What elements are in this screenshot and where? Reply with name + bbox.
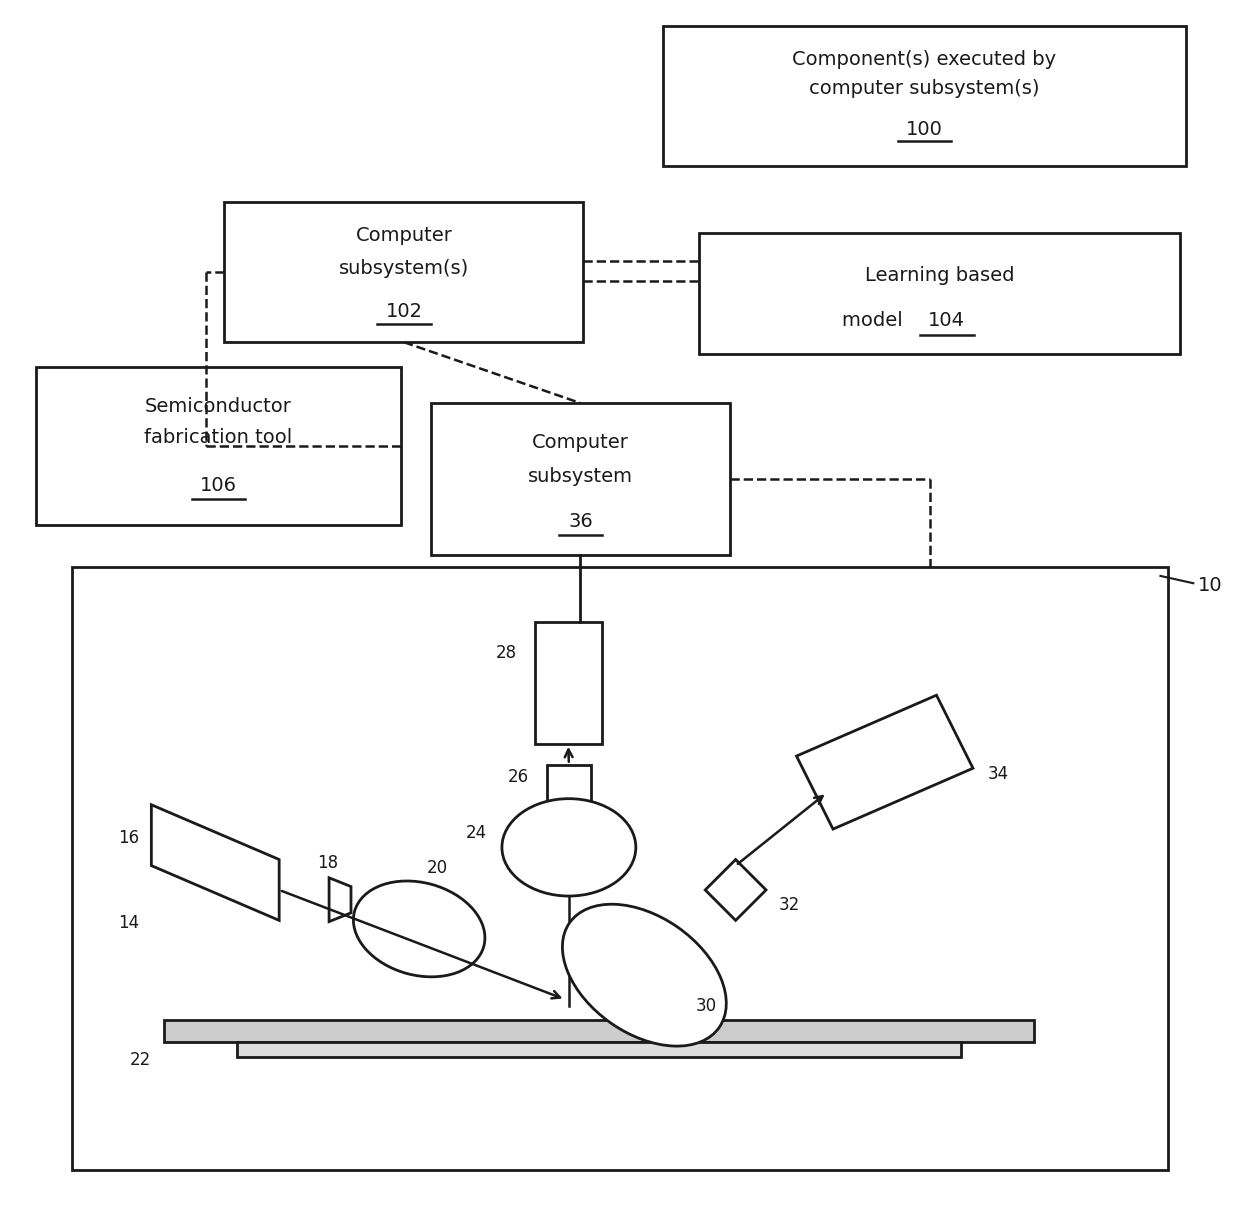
Text: 100: 100 [906, 120, 942, 139]
Polygon shape [151, 805, 279, 920]
Text: 32: 32 [779, 897, 800, 914]
Ellipse shape [353, 881, 485, 977]
Bar [237, 1042, 961, 1057]
Bar [224, 203, 584, 343]
Text: Semiconductor: Semiconductor [145, 396, 291, 416]
Polygon shape [706, 860, 766, 920]
Text: 22: 22 [130, 1050, 151, 1069]
Text: 106: 106 [200, 476, 237, 495]
Text: 14: 14 [118, 915, 139, 932]
Polygon shape [329, 877, 351, 921]
Text: 28: 28 [496, 644, 517, 661]
Bar [662, 26, 1185, 166]
Text: 30: 30 [696, 997, 717, 1015]
Ellipse shape [563, 904, 727, 1046]
Bar [72, 567, 1168, 1170]
Text: 104: 104 [929, 311, 965, 329]
Text: 34: 34 [987, 765, 1008, 783]
Text: Learning based: Learning based [864, 266, 1014, 284]
Text: 36: 36 [568, 512, 593, 531]
Text: 20: 20 [427, 859, 448, 877]
Text: Computer: Computer [532, 433, 629, 453]
Text: Computer: Computer [356, 227, 453, 245]
Bar [699, 233, 1180, 354]
Bar [432, 403, 729, 555]
Text: 16: 16 [118, 830, 139, 847]
Text: fabrication tool: fabrication tool [144, 428, 293, 448]
Text: subsystem: subsystem [528, 466, 632, 486]
Ellipse shape [502, 799, 636, 895]
Text: 10: 10 [1198, 576, 1223, 595]
Text: subsystem(s): subsystem(s) [339, 259, 469, 277]
Text: 18: 18 [317, 854, 339, 872]
Bar [36, 366, 401, 525]
Text: Component(s) executed by: Component(s) executed by [792, 50, 1056, 68]
Text: 26: 26 [507, 767, 528, 786]
Polygon shape [796, 695, 973, 830]
Bar [164, 1020, 1034, 1042]
Bar [534, 622, 601, 744]
Text: computer subsystem(s): computer subsystem(s) [808, 79, 1039, 99]
Text: 102: 102 [386, 301, 423, 321]
Text: model: model [842, 311, 909, 329]
Bar [547, 765, 590, 809]
Text: 24: 24 [466, 824, 487, 842]
